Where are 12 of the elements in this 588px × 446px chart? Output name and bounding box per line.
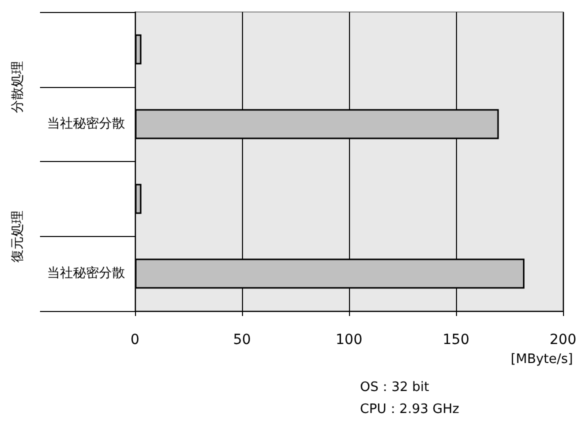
y-tick-label: 当社秘密分散 [47, 116, 125, 132]
x-tick-label: 200 [550, 332, 576, 348]
x-tick-label: 50 [233, 332, 251, 348]
x-tick-label: 0 [130, 332, 140, 348]
text: OS：32 bit [360, 380, 430, 395]
text: CPU：2.93 GHz [360, 402, 460, 417]
x-tick-label: 100 [336, 332, 362, 348]
text: 分散処理 [10, 60, 26, 113]
x-axis-title: [MByte/s] [510, 352, 574, 367]
y-tick-label: 当社秘密分散 [47, 266, 125, 282]
x-tick-label: 150 [442, 332, 470, 348]
text: 復元処理 [10, 210, 26, 262]
